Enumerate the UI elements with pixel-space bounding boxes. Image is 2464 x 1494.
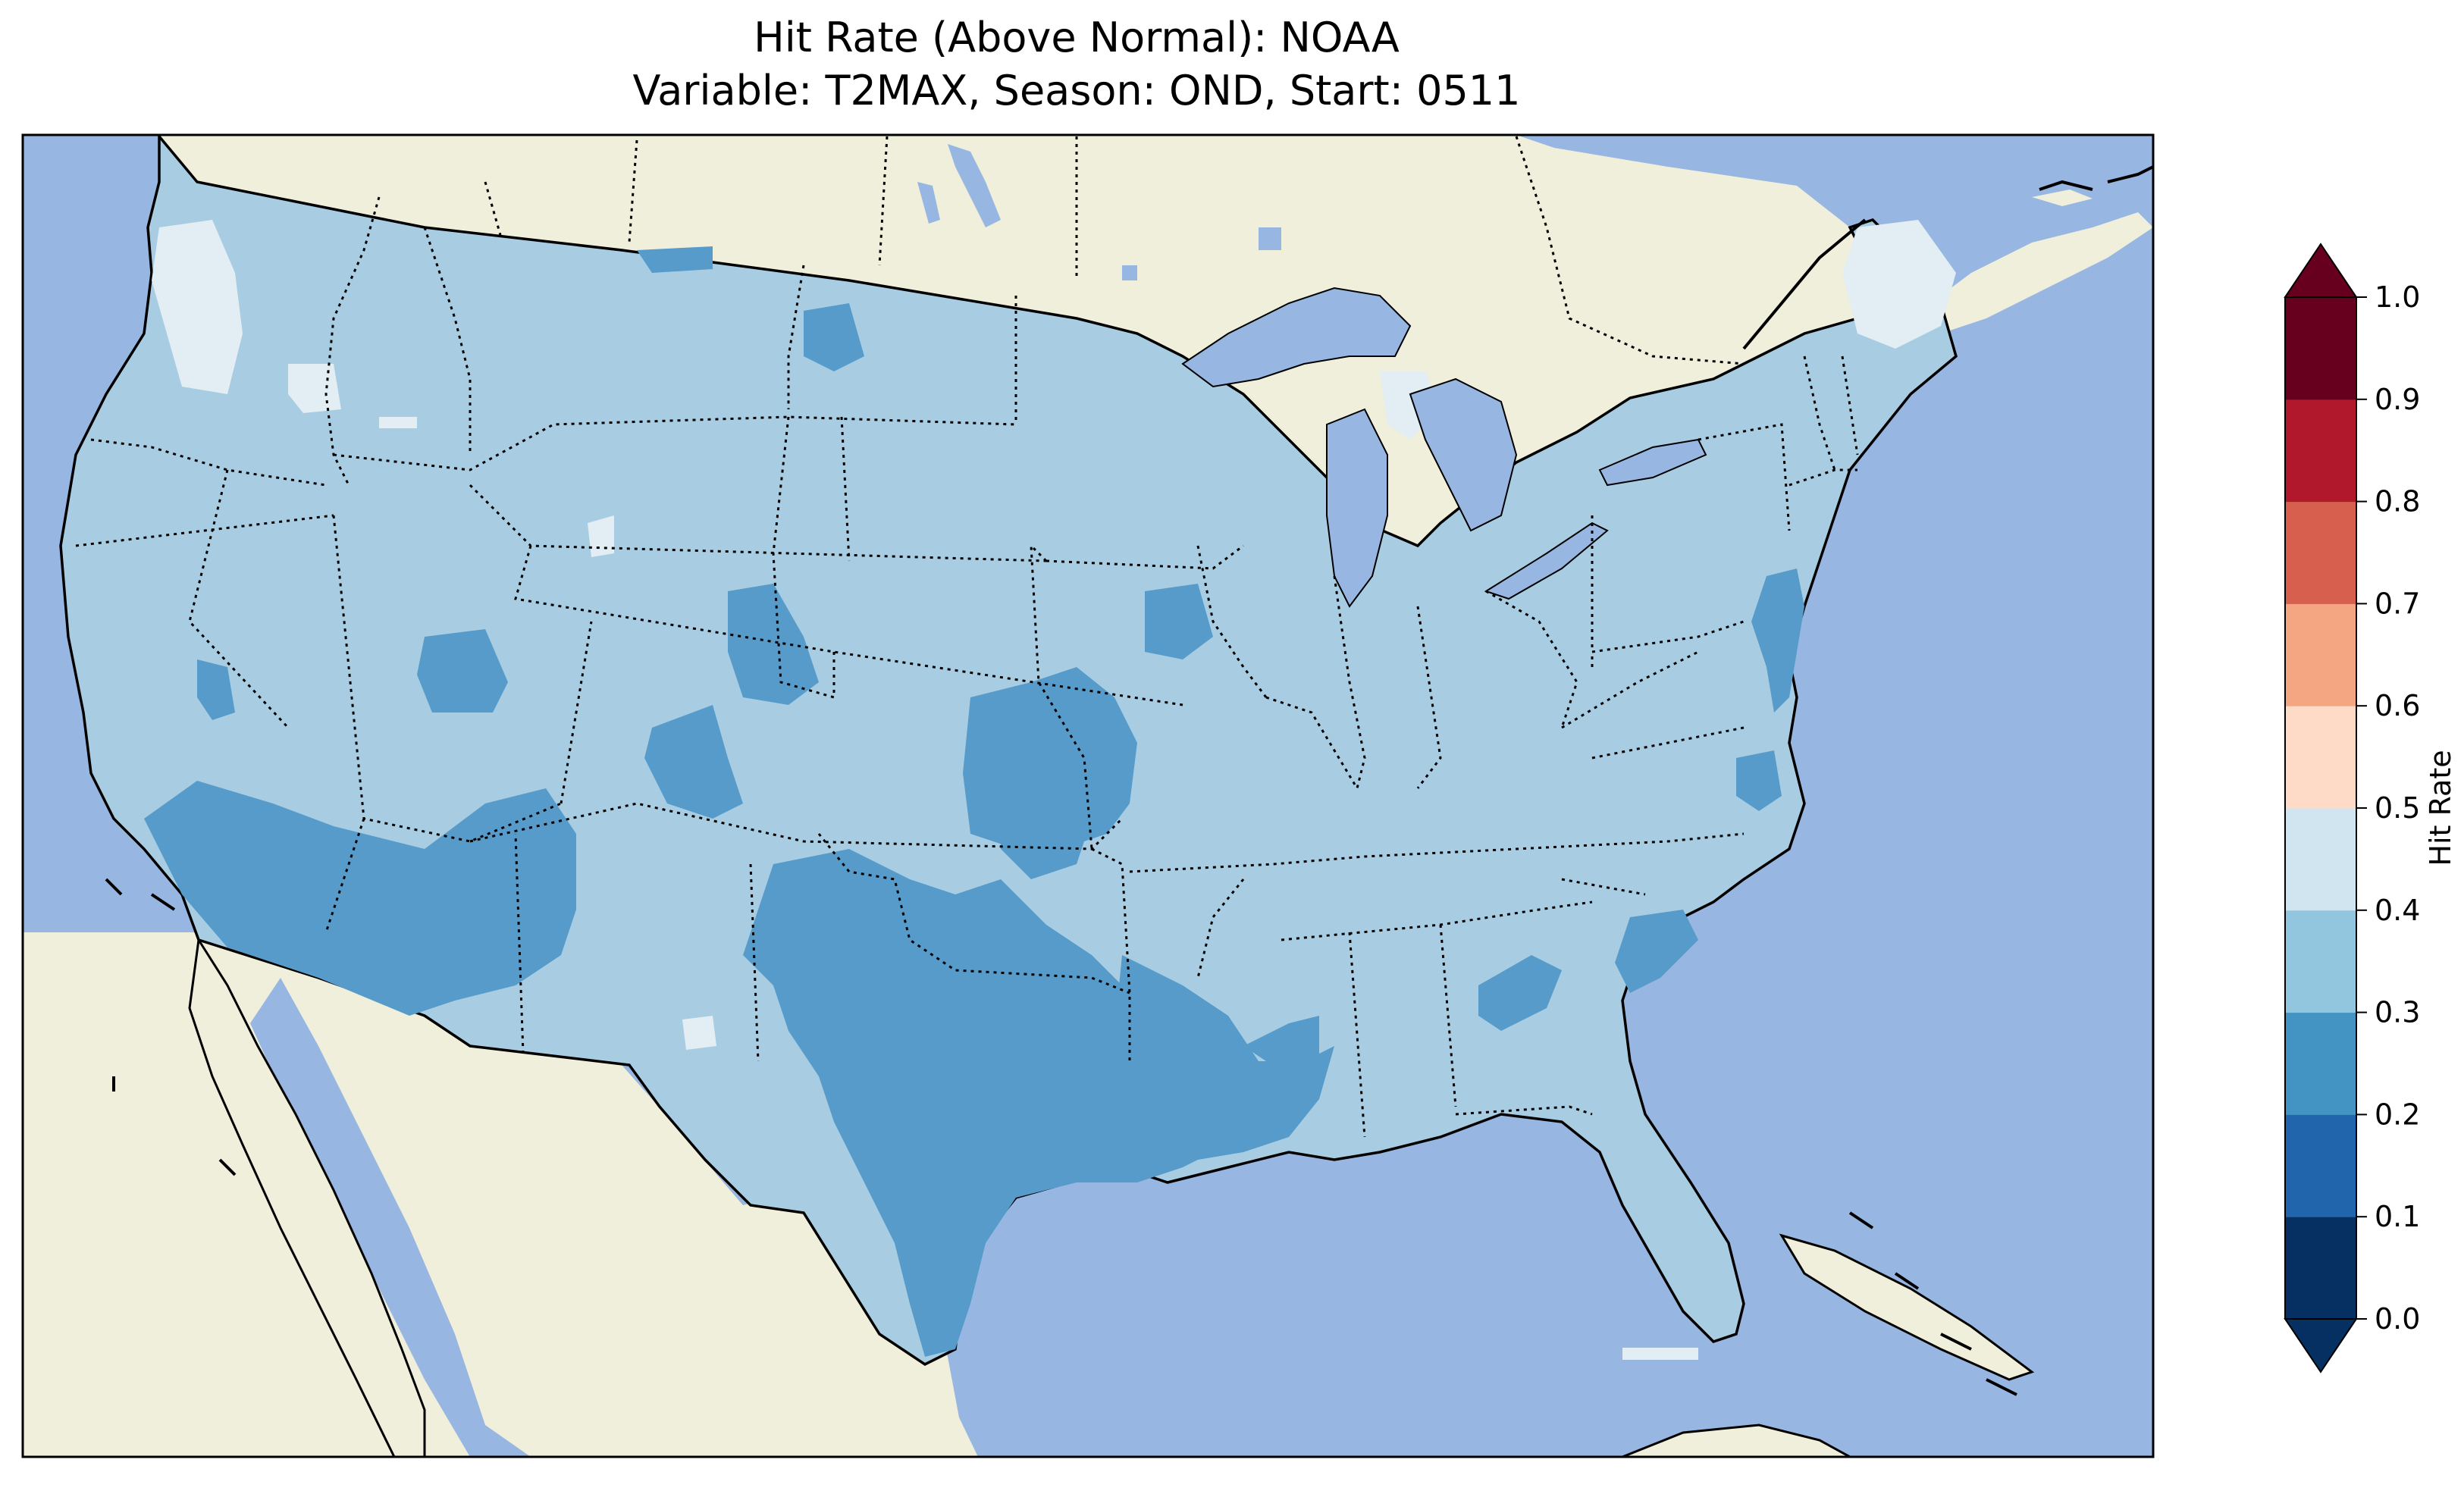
province-borders	[484, 136, 1745, 365]
land-pei	[2032, 189, 2093, 206]
colorbar-segment	[2285, 603, 2356, 706]
region-south-carolina	[1615, 910, 1698, 993]
region-maine	[1842, 220, 1956, 349]
lake-ontario	[1598, 438, 1707, 487]
colorbar-extend-under	[2284, 1318, 2358, 1373]
colorbar-tick-label: 0.0	[2375, 1302, 2420, 1336]
colorbar-segment	[2285, 1217, 2356, 1320]
region-north-carolina-coast	[1736, 750, 1782, 811]
colorbar-segment	[2285, 1114, 2356, 1217]
map-frame	[21, 133, 2155, 1458]
colorbar-segment	[2285, 706, 2356, 809]
region-wyoming	[588, 515, 614, 557]
region-florida-keys	[1622, 1348, 1698, 1360]
region-louisiana-arkansas	[1114, 955, 1334, 1160]
colorbar-label: Hit Rate	[2424, 750, 2457, 866]
colorbar-tick-label: 0.4	[2375, 894, 2420, 927]
lake-huron	[1409, 377, 1518, 532]
great-lakes	[1181, 287, 1707, 608]
land-cuba	[1779, 1233, 2035, 1381]
colorbar-extend-over	[2284, 243, 2358, 298]
colorbar-tick-label: 0.2	[2375, 1098, 2420, 1131]
colorbar: 0.0 0.1 0.2 0.3 0.4 0.5 0.6 0.7 0.8 0.9 1.0 Hit Rat…	[2284, 243, 2457, 1373]
colorbar-tick-label: 0.3	[2375, 996, 2420, 1029]
coastline-detail	[105, 165, 2153, 1396]
map-title-line-2: Variable: T2MAX, Season: OND, Start: 051…	[632, 67, 1521, 114]
colorbar-tick-label: 0.6	[2375, 689, 2420, 722]
gulf-of-california	[250, 978, 531, 1457]
region-iowa	[1145, 584, 1213, 659]
region-southwest	[144, 781, 576, 1016]
map-area	[23, 135, 2153, 1457]
map-title-line-1: Hit Rate (Above Normal): NOAA	[754, 14, 1400, 61]
region-california	[197, 659, 235, 720]
region-new-mexico-texas	[743, 849, 1243, 1357]
land-baja-california	[188, 936, 426, 1457]
hit-rate-field-0.2-0.3	[144, 246, 1804, 1357]
lake-nipigon	[1259, 227, 1281, 250]
region-montana-north	[637, 246, 713, 273]
region-washington	[152, 220, 243, 394]
colorbar-tick-label: 1.0	[2375, 280, 2420, 314]
colorbar-tick-label: 0.8	[2375, 485, 2420, 518]
lake-manitoba	[917, 182, 940, 224]
lake-superior	[1181, 287, 1412, 388]
colorbar-segment	[2285, 808, 2356, 911]
region-georgia	[1478, 955, 1562, 1031]
lake-of-the-woods	[1122, 265, 1137, 280]
hit-rate-field-0.4-0.5	[152, 220, 1956, 1360]
colorbar-tick-label: 0.7	[2375, 587, 2420, 620]
state-borders	[75, 196, 1859, 1138]
region-new-mexico	[682, 1016, 716, 1050]
colorbar-segment	[2285, 501, 2356, 604]
region-mississippi	[1243, 1016, 1319, 1076]
land-maritimes	[1911, 212, 2153, 334]
colorbar-tick-label: 0.5	[2375, 791, 2420, 825]
colorbar-segment	[2285, 1012, 2356, 1115]
colorbar-segment	[2285, 297, 2356, 400]
colorbar-tick-label: 0.1	[2375, 1200, 2420, 1233]
canadian-lakes	[917, 144, 1281, 280]
land-south-america-hint	[1622, 1424, 1851, 1457]
colorbar-segment	[2285, 910, 2356, 1013]
lake-winnipeg	[948, 144, 1001, 227]
colorbar-tick-label: 0.9	[2375, 383, 2420, 416]
lake-michigan	[1326, 408, 1388, 608]
region-wyoming-colorado	[728, 584, 819, 705]
colorbar-segment	[2285, 399, 2356, 503]
region-idaho	[379, 417, 417, 428]
region-delmarva	[1751, 568, 1804, 713]
region-utah-arizona	[417, 629, 508, 713]
lake-erie	[1484, 521, 1609, 600]
region-colorado	[644, 705, 743, 819]
region-montana	[804, 303, 864, 371]
